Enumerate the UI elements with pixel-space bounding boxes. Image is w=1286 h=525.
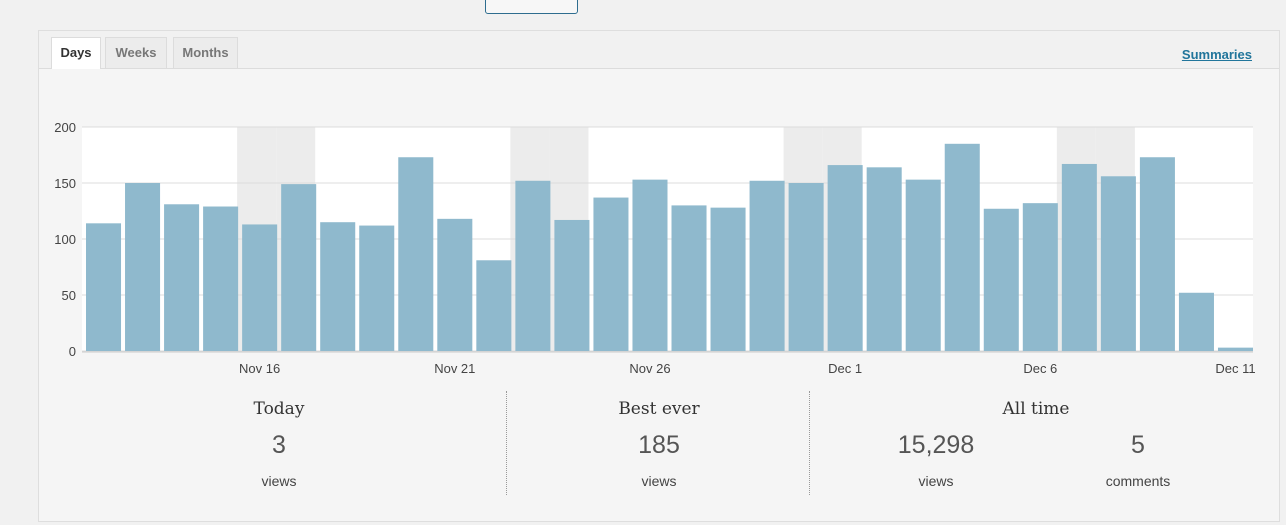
bar: [593, 197, 629, 351]
all-time-comments-value: 5: [1131, 431, 1145, 459]
bar: [788, 183, 824, 351]
x-tick-label: Dec 1: [828, 361, 862, 376]
x-tick-label: Dec 6: [1023, 361, 1057, 376]
all-time-comments-unit: comments: [1105, 473, 1171, 489]
x-tick-label: Dec 11: [1215, 361, 1255, 376]
y-tick-label: 150: [54, 176, 76, 191]
all-time-views: 15,298 views: [811, 391, 1061, 495]
y-tick-label: 50: [62, 288, 76, 303]
y-tick-label: 100: [54, 232, 76, 247]
stats-summary: Today 3 views Best ever 185 views All ti…: [39, 391, 1279, 521]
bar: [671, 205, 707, 351]
bar: [398, 157, 434, 351]
bar: [905, 179, 941, 351]
views-bar-chart: 0 50 100 150 200 Nov 16 Nov 21 Nov 26 Dec 1 Dec 6…: [54, 120, 1255, 376]
bar: [866, 167, 902, 351]
best-ever-label: Best ever: [618, 399, 700, 419]
stats-divider: [809, 391, 810, 495]
tab-days[interactable]: Days: [51, 37, 101, 69]
bar: [1061, 163, 1097, 351]
bar: [125, 183, 161, 351]
stats-panel: Days Weeks Months Summaries 0 50 100 150 200…: [38, 30, 1280, 522]
best-ever-value: 185: [638, 431, 680, 459]
y-tick-label: 0: [69, 344, 76, 359]
bar: [515, 180, 551, 351]
bar: [437, 218, 473, 351]
top-action-button[interactable]: [485, 0, 578, 14]
x-tick-label: Nov 16: [239, 361, 280, 376]
all-time-views-value: 15,298: [897, 431, 975, 459]
bar: [944, 143, 980, 351]
bar: [749, 180, 785, 351]
bar: [710, 207, 746, 351]
stats-divider: [506, 391, 507, 495]
bar: [164, 204, 200, 351]
all-time-comments: 5 comments: [1038, 391, 1238, 495]
bar: [983, 208, 1019, 351]
y-tick-label: 200: [54, 120, 76, 135]
today-value: 3: [272, 431, 286, 459]
summaries-link[interactable]: Summaries: [1181, 47, 1252, 62]
bar: [1100, 176, 1136, 351]
bar: [359, 225, 395, 351]
bar: [320, 222, 356, 351]
tab-months[interactable]: Months: [173, 37, 238, 68]
bar: [632, 179, 668, 351]
views-chart-area: 0 50 100 150 200 Nov 16 Nov 21 Nov 26 Dec 1 Dec 6…: [39, 69, 1279, 389]
bar: [203, 206, 239, 351]
today-stat: Today 3 views: [79, 391, 479, 495]
x-tick-label: Nov 21: [434, 361, 475, 376]
x-tick-label: Nov 26: [629, 361, 670, 376]
today-unit: views: [261, 473, 297, 489]
period-tabbar: Days Weeks Months Summaries: [39, 31, 1279, 69]
bar: [1022, 203, 1058, 351]
bar: [476, 260, 512, 351]
all-time-label: All time: [1002, 399, 1070, 419]
best-ever-unit: views: [641, 473, 677, 489]
all-time-views-unit: views: [918, 473, 954, 489]
best-ever-stat: Best ever 185 views: [509, 391, 809, 495]
all-time-stat: All time 15,298 views 5 comments: [811, 391, 1261, 495]
today-label: Today: [253, 399, 305, 419]
bar: [1178, 292, 1214, 351]
bar: [1139, 157, 1175, 351]
bar: [86, 223, 122, 351]
bar: [827, 165, 863, 351]
bar: [242, 224, 278, 351]
bar: [554, 219, 590, 351]
bar: [1217, 347, 1253, 351]
tab-weeks[interactable]: Weeks: [105, 37, 167, 68]
bar: [281, 184, 317, 351]
